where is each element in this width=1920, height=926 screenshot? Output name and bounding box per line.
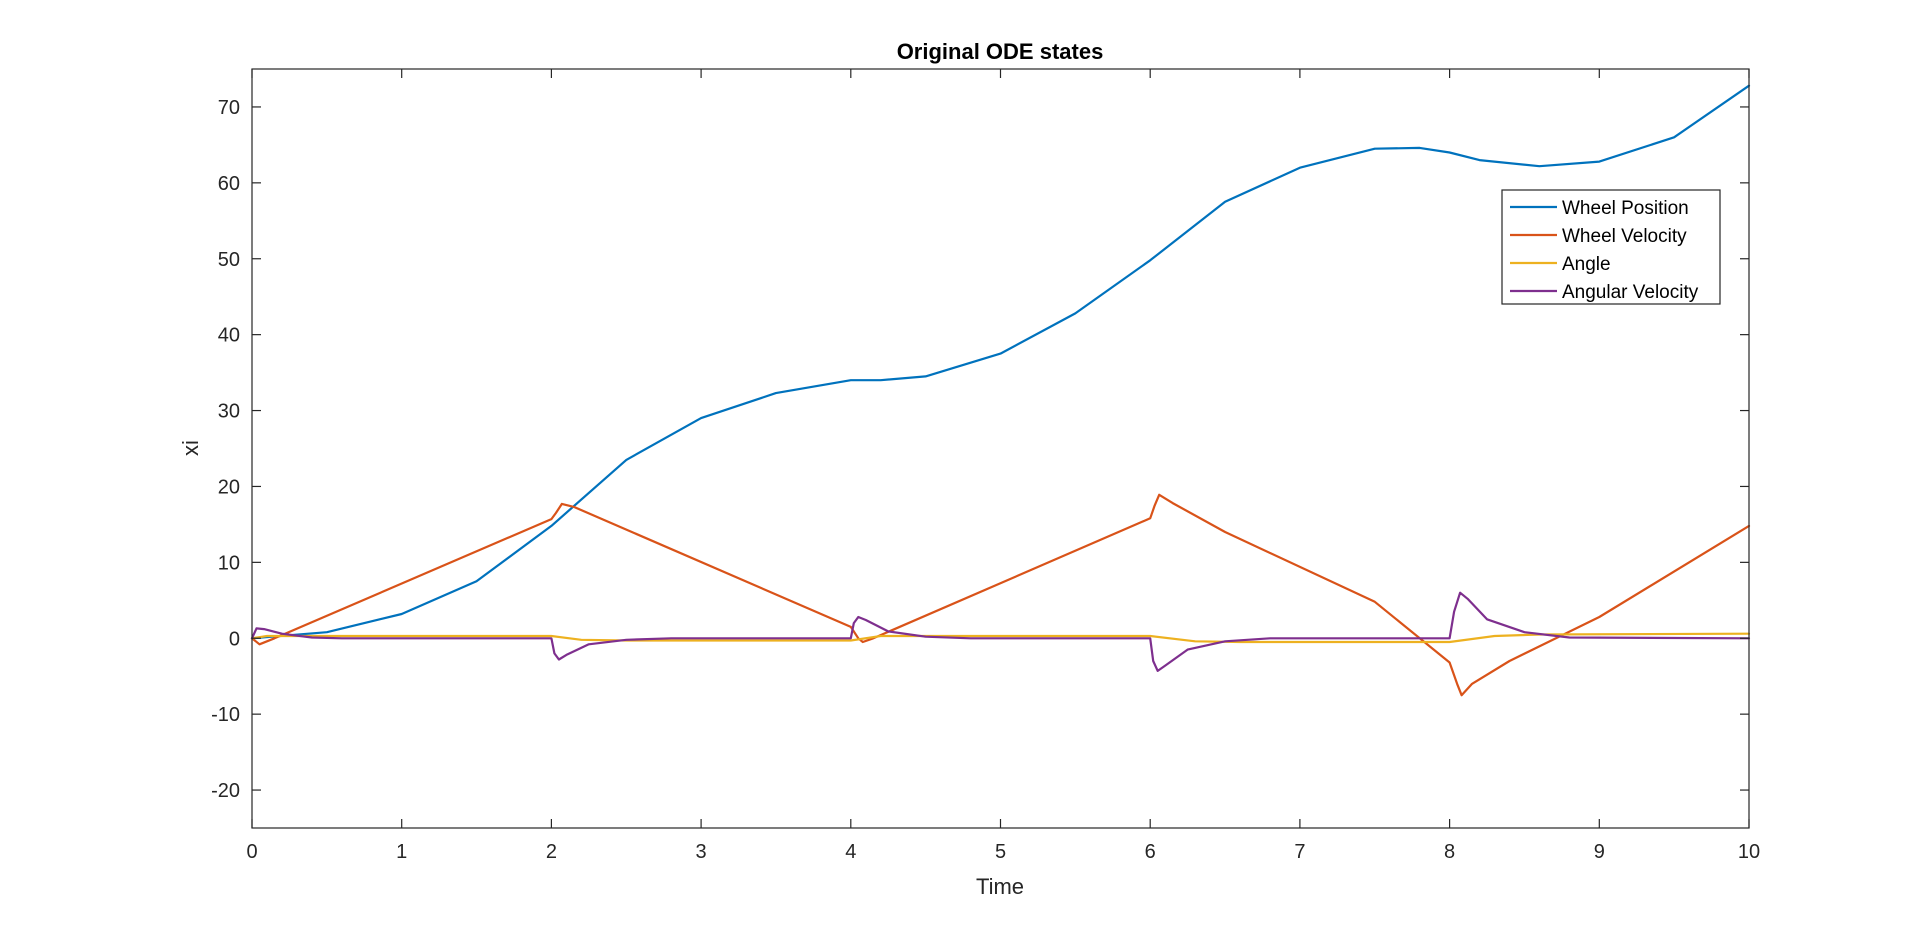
y-tick-label: 30 [218,401,240,423]
legend-entry-0: Wheel Position [1562,198,1689,219]
ticks-group: 0 1 2 3 4 5 6 7 8 9 10 -20 -10 0 10 20 30 40 50 60 70 [211,69,1760,863]
series-line-2 [250,632,1751,644]
y-tick-label: 60 [218,173,240,195]
x-tick-label: 1 [396,841,407,863]
legend-entry-2: Angle [1562,254,1611,275]
y-axis-label: xi [178,440,203,456]
x-axis-label: Time [976,874,1024,899]
y-tick-label: 70 [218,97,240,119]
y-tick-label: 10 [218,552,240,574]
chart-title: Original ODE states [897,39,1104,64]
x-tick-label: 4 [845,841,856,863]
legend-entry-1: Wheel Velocity [1562,226,1687,247]
x-tick-label: 8 [1444,841,1455,863]
x-tick-label: 5 [995,841,1006,863]
axes-background [252,69,1749,828]
y-tick-label: 0 [229,628,240,650]
y-tick-label: 40 [218,325,240,347]
legend: Wheel Position Wheel Velocity Angle Angular… [1501,189,1721,305]
y-tick-label: 20 [218,476,240,498]
x-tick-label: 2 [546,841,557,863]
legend-entry-3: Angular Velocity [1562,282,1699,303]
series-line-0 [250,84,1751,640]
series-group [250,84,1751,697]
y-tick-label: -10 [211,704,240,726]
x-tick-label: 9 [1594,841,1605,863]
series-line-1 [250,493,1751,697]
legend-box [1501,189,1721,305]
x-tick-label: 7 [1294,841,1305,863]
y-tick-label: 50 [218,249,240,271]
x-tick-label: 6 [1145,841,1156,863]
x-tick-label: 3 [696,841,707,863]
y-tick-label: -20 [211,780,240,802]
series-line-3 [250,591,1751,672]
x-tick-label: 0 [246,841,257,863]
axes-box [251,68,1750,829]
x-tick-label: 10 [1738,841,1760,863]
